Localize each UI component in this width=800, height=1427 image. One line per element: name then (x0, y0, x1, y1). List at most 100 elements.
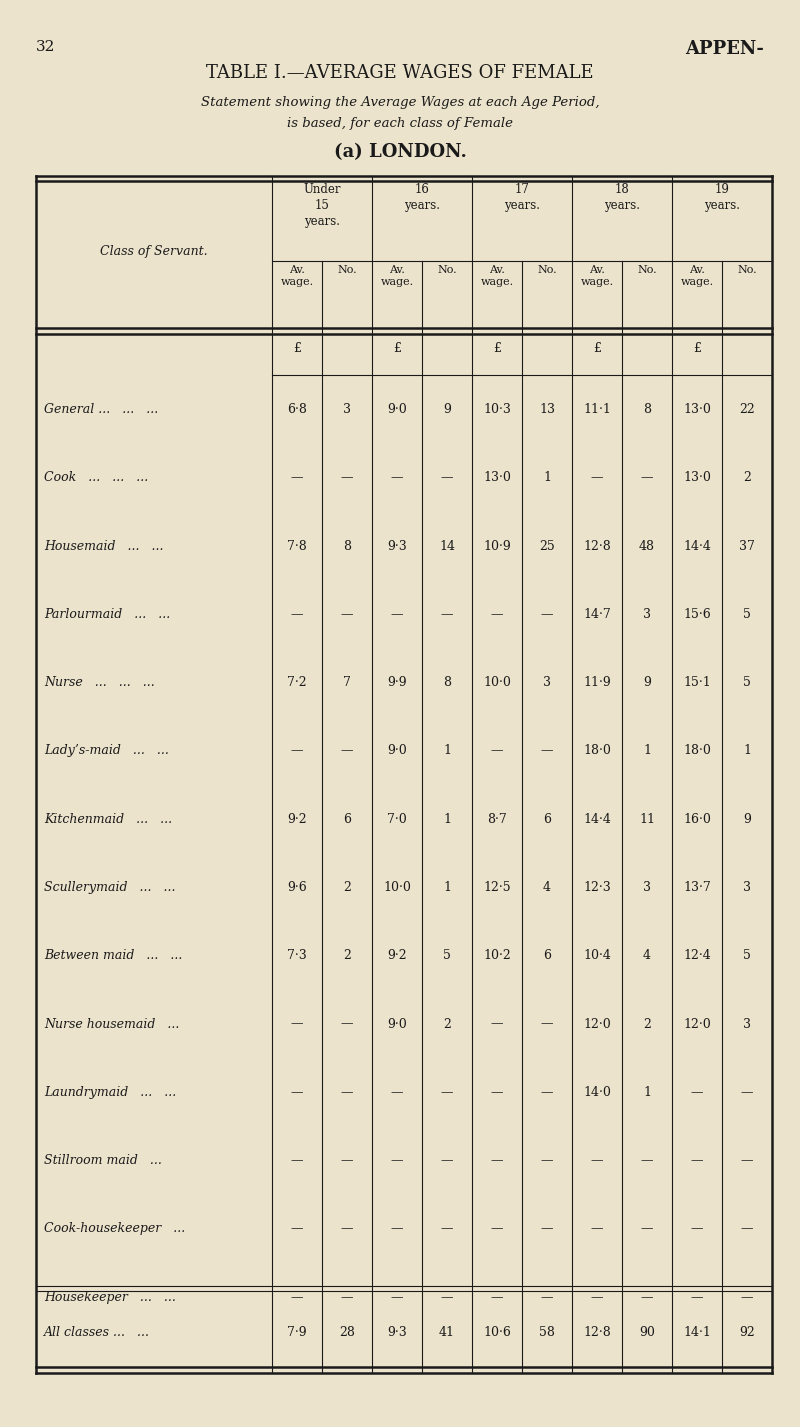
Text: £: £ (493, 342, 501, 355)
Text: 17
years.: 17 years. (504, 183, 540, 211)
Text: 2: 2 (743, 471, 751, 484)
Text: 9: 9 (643, 676, 651, 689)
Text: —: — (541, 1223, 554, 1236)
Text: —: — (541, 745, 554, 758)
Text: 10·2: 10·2 (483, 949, 511, 962)
Text: —: — (590, 1223, 603, 1236)
Text: 14·7: 14·7 (583, 608, 611, 621)
Text: Housekeeper   ...   ...: Housekeeper ... ... (44, 1291, 176, 1304)
Text: 12·0: 12·0 (583, 1017, 611, 1030)
Text: 7·3: 7·3 (287, 949, 307, 962)
Text: —: — (690, 1291, 703, 1304)
Text: (a) LONDON.: (a) LONDON. (334, 143, 466, 161)
Text: 2: 2 (343, 880, 351, 893)
Text: —: — (590, 471, 603, 484)
Text: —: — (490, 1017, 503, 1030)
Text: 7·2: 7·2 (287, 676, 307, 689)
Text: 7: 7 (343, 676, 351, 689)
Text: —: — (590, 1154, 603, 1167)
Text: 11·1: 11·1 (583, 402, 611, 415)
Text: 9·2: 9·2 (387, 949, 407, 962)
Text: —: — (690, 1154, 703, 1167)
Text: —: — (290, 608, 303, 621)
Text: 10·0: 10·0 (483, 676, 511, 689)
Text: 5: 5 (743, 949, 751, 962)
Text: —: — (390, 471, 403, 484)
Text: Av.
wage.: Av. wage. (481, 265, 514, 287)
Text: —: — (390, 1086, 403, 1099)
Text: 22: 22 (739, 402, 755, 415)
Text: 10·6: 10·6 (483, 1326, 511, 1339)
Text: 7·9: 7·9 (287, 1326, 307, 1339)
Text: No.: No. (637, 265, 657, 275)
Text: 3: 3 (743, 880, 751, 893)
Text: 32: 32 (36, 40, 55, 54)
Text: 16·0: 16·0 (683, 813, 711, 826)
Text: Av.
wage.: Av. wage. (681, 265, 714, 287)
Text: 14·4: 14·4 (583, 813, 611, 826)
Text: —: — (490, 1223, 503, 1236)
Text: —: — (341, 1086, 354, 1099)
Text: 9·2: 9·2 (287, 813, 307, 826)
Text: Av.
wage.: Av. wage. (581, 265, 614, 287)
Text: No.: No. (437, 265, 457, 275)
Text: 92: 92 (739, 1326, 755, 1339)
Text: 9·0: 9·0 (387, 745, 407, 758)
Text: —: — (341, 745, 354, 758)
Text: 1: 1 (443, 813, 451, 826)
Text: 5: 5 (743, 608, 751, 621)
Text: 13: 13 (539, 402, 555, 415)
Text: 13·0: 13·0 (683, 402, 711, 415)
Text: —: — (490, 745, 503, 758)
Text: 1: 1 (643, 1086, 651, 1099)
Text: Class of Servant.: Class of Servant. (100, 245, 208, 258)
Text: 9: 9 (443, 402, 451, 415)
Text: 8: 8 (343, 539, 351, 552)
Text: Housemaid   ...   ...: Housemaid ... ... (44, 539, 163, 552)
Text: 3: 3 (743, 1017, 751, 1030)
Text: —: — (641, 1223, 654, 1236)
Text: —: — (541, 1086, 554, 1099)
Text: 15·6: 15·6 (683, 608, 711, 621)
Text: 2: 2 (643, 1017, 651, 1030)
Text: 8: 8 (643, 402, 651, 415)
Text: —: — (290, 1017, 303, 1030)
Text: 6·8: 6·8 (287, 402, 307, 415)
Text: —: — (441, 1154, 454, 1167)
Text: 14·4: 14·4 (683, 539, 711, 552)
Text: —: — (641, 1154, 654, 1167)
Text: Nurse housemaid   ...: Nurse housemaid ... (44, 1017, 179, 1030)
Text: —: — (290, 1291, 303, 1304)
Text: 18
years.: 18 years. (604, 183, 640, 211)
Text: 15·1: 15·1 (683, 676, 711, 689)
Text: —: — (741, 1223, 754, 1236)
Text: —: — (690, 1086, 703, 1099)
Text: 14: 14 (439, 539, 455, 552)
Text: 12·8: 12·8 (583, 1326, 611, 1339)
Text: £: £ (393, 342, 401, 355)
Text: Kitchenmaid   ...   ...: Kitchenmaid ... ... (44, 813, 172, 826)
Text: 18·0: 18·0 (583, 745, 611, 758)
Text: General ...   ...   ...: General ... ... ... (44, 402, 158, 415)
Text: Under
15
years.: Under 15 years. (303, 183, 341, 228)
Text: 10·0: 10·0 (383, 880, 411, 893)
Text: —: — (590, 1291, 603, 1304)
Text: —: — (290, 1154, 303, 1167)
Text: No.: No. (737, 265, 757, 275)
Text: —: — (390, 1223, 403, 1236)
Text: —: — (341, 1017, 354, 1030)
Text: 12·3: 12·3 (583, 880, 611, 893)
Text: —: — (341, 471, 354, 484)
Text: 13·0: 13·0 (683, 471, 711, 484)
Text: —: — (641, 1291, 654, 1304)
Text: 28: 28 (339, 1326, 355, 1339)
Text: 5: 5 (443, 949, 451, 962)
Text: 12·8: 12·8 (583, 539, 611, 552)
Text: 3: 3 (543, 676, 551, 689)
Text: 19
years.: 19 years. (704, 183, 740, 211)
Text: 13·7: 13·7 (683, 880, 711, 893)
Text: 37: 37 (739, 539, 755, 552)
Text: Between maid   ...   ...: Between maid ... ... (44, 949, 182, 962)
Text: 10·3: 10·3 (483, 402, 511, 415)
Text: Parlourmaid   ...   ...: Parlourmaid ... ... (44, 608, 170, 621)
